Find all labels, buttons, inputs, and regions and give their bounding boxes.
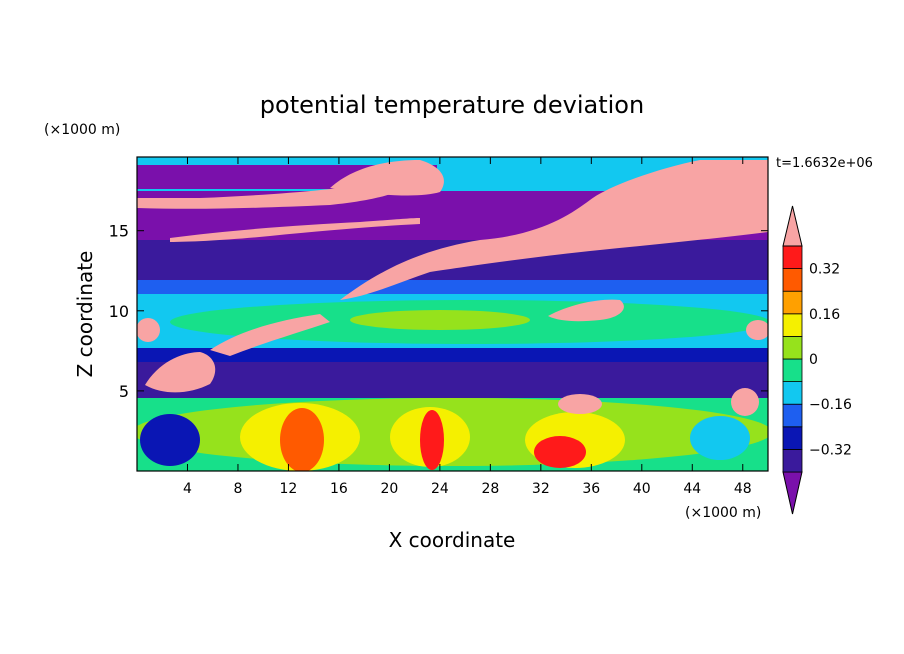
colorbar-segment bbox=[782, 403, 803, 428]
left-mid-warm-plume bbox=[210, 314, 330, 356]
right-edge-warm-patch bbox=[746, 320, 768, 340]
x-tick-label: 40 bbox=[633, 481, 651, 497]
lower-blob-red-1 bbox=[420, 410, 444, 470]
colorbar-segment bbox=[782, 426, 803, 450]
colorbar-segment bbox=[782, 313, 803, 337]
plot-frame bbox=[136, 156, 769, 472]
colorbar-upper-triangle bbox=[782, 205, 803, 247]
x-tick-label: 12 bbox=[280, 481, 298, 497]
x-tick-label: 4 bbox=[183, 481, 192, 497]
contour-field bbox=[137, 157, 768, 471]
top-warm-patch bbox=[330, 160, 444, 196]
y-unit-label: (×1000 m) bbox=[44, 122, 120, 138]
time-label: t=1.6632e+06 bbox=[776, 156, 873, 171]
y-tick-label: 10 bbox=[109, 302, 129, 321]
x-tick-label: 8 bbox=[233, 481, 242, 497]
right-mid-warm-plume bbox=[548, 299, 624, 322]
lower-blob-orange-1 bbox=[280, 408, 324, 471]
x-unit-label: (×1000 m) bbox=[685, 505, 761, 521]
stable-layer-navy bbox=[137, 346, 768, 362]
colorbar-segment bbox=[782, 381, 803, 405]
colorbar-segment bbox=[782, 358, 803, 383]
left-edge-warm-patch bbox=[137, 318, 160, 342]
x-tick-label: 24 bbox=[431, 481, 449, 497]
colorbar-label: 0 bbox=[809, 352, 818, 368]
x-tick-label: 28 bbox=[481, 481, 499, 497]
y-axis-ticks: 5 10 15 bbox=[109, 222, 768, 401]
colorbar-label: 0.16 bbox=[809, 307, 840, 323]
colorbar-segment bbox=[782, 245, 803, 270]
x-tick-label: 48 bbox=[734, 481, 752, 497]
colorbar-lower-triangle bbox=[782, 471, 803, 515]
colorbar-segment bbox=[782, 335, 803, 360]
x-tick-label: 44 bbox=[683, 481, 701, 497]
far-right-warm-patch bbox=[731, 388, 759, 416]
x-axis-label: X coordinate bbox=[389, 528, 516, 552]
mid-band-lime bbox=[350, 310, 530, 330]
colorbar-segment bbox=[782, 448, 803, 473]
x-axis-ticks: 4 8 12 16 20 24 28 32 36 40 44 48 bbox=[183, 157, 752, 497]
chart-title: potential temperature deviation bbox=[260, 91, 644, 119]
top-left-warm-streak bbox=[137, 180, 410, 209]
lower-blob-red-2 bbox=[534, 436, 586, 468]
colorbar-label: 0.32 bbox=[809, 262, 840, 278]
x-tick-label: 32 bbox=[532, 481, 550, 497]
y-tick-label: 5 bbox=[119, 382, 129, 401]
mid-band-blue bbox=[137, 278, 768, 294]
right-low-warm-patch bbox=[558, 394, 602, 414]
x-tick-label: 20 bbox=[380, 481, 398, 497]
y-tick-label: 15 bbox=[109, 222, 129, 241]
colorbar: 0.32 0.16 0 −0.16 −0.32 bbox=[782, 205, 852, 515]
colorbar-segment bbox=[782, 268, 803, 292]
lower-blob-blue-1 bbox=[140, 414, 200, 466]
colorbar-label: −0.16 bbox=[809, 397, 852, 413]
colorbar-segment bbox=[782, 290, 803, 315]
y-axis-label: Z coordinate bbox=[73, 251, 97, 378]
x-tick-label: 36 bbox=[582, 481, 600, 497]
mid-left-warm-streak bbox=[170, 218, 420, 242]
stable-layer-purple bbox=[137, 360, 768, 396]
left-warm-plume bbox=[145, 352, 216, 393]
x-tick-label: 16 bbox=[330, 481, 348, 497]
colorbar-label: −0.32 bbox=[809, 442, 852, 458]
upper-warm-plume bbox=[340, 160, 768, 300]
lower-blob-cyan-1 bbox=[690, 416, 750, 460]
